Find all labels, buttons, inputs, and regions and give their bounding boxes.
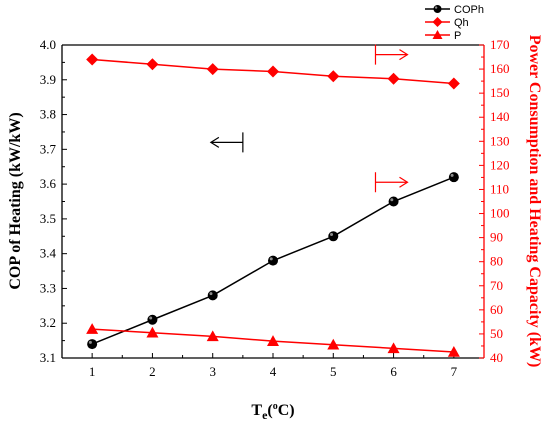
y-right-tick-label: 110 bbox=[490, 181, 509, 196]
legend-label-P: P bbox=[454, 30, 461, 42]
point-COPh-highlight bbox=[149, 316, 153, 320]
series-P bbox=[86, 323, 460, 357]
y-right-tick-label: 70 bbox=[490, 278, 503, 293]
y-left-tick-label: 3.4 bbox=[40, 246, 57, 261]
legend-marker-COPh bbox=[433, 5, 442, 13]
point-COPh bbox=[87, 339, 98, 350]
x-tick-label: 3 bbox=[209, 364, 216, 379]
y-axis-right: 40 50 60 70 80 90 100 110 120 130 140 150 160 170 bbox=[479, 37, 510, 365]
y-right-tick-label: 100 bbox=[490, 206, 510, 221]
x-tick-label: 2 bbox=[149, 364, 156, 379]
point-P bbox=[447, 345, 460, 357]
point-P bbox=[146, 326, 159, 338]
y-right-tick-label: 140 bbox=[490, 109, 510, 124]
point-Qh bbox=[387, 72, 400, 85]
y-left-tick-label: 4.0 bbox=[40, 37, 56, 52]
qh-axis-indicator-head bbox=[399, 49, 409, 61]
left-axis-indicator-head bbox=[209, 136, 220, 148]
y-axis-left-title: COP of Heating (kW/kW) bbox=[7, 112, 24, 289]
y-left-tick-label: 3.2 bbox=[40, 315, 56, 330]
point-COPh bbox=[207, 290, 218, 301]
x-tick-label: 6 bbox=[390, 364, 397, 379]
y-right-tick-label: 90 bbox=[490, 230, 503, 245]
y-right-tick-label: 160 bbox=[490, 61, 510, 76]
y-right-tick-label: 150 bbox=[490, 85, 510, 100]
x-tick-label: 7 bbox=[451, 364, 458, 379]
point-P bbox=[327, 338, 340, 350]
y-left-tick-label: 3.9 bbox=[40, 72, 56, 87]
series-layer bbox=[86, 53, 460, 357]
y-right-tick-label: 50 bbox=[490, 326, 503, 341]
y-right-tick-label: 170 bbox=[490, 37, 510, 52]
series-Qh bbox=[86, 53, 460, 90]
y-right-tick-label: 40 bbox=[490, 350, 503, 365]
point-COPh bbox=[268, 255, 278, 266]
legend-item-COPh: COPh bbox=[425, 4, 484, 16]
point-COPh-highlight bbox=[269, 257, 273, 261]
x-axis-title-open: ( bbox=[267, 402, 272, 419]
y-left-tick-label: 3.3 bbox=[40, 280, 56, 295]
y-axis-left: 3.1 3.2 3.3 3.4 3.5 3.6 3.7 3.8 3.9 4.0 bbox=[40, 37, 67, 365]
legend-label-COPh: COPh bbox=[454, 4, 484, 16]
point-COPh bbox=[147, 314, 158, 325]
legend-marker-P bbox=[432, 30, 443, 39]
y-right-tick-label: 130 bbox=[490, 133, 510, 148]
x-axis-title-unit: C) bbox=[278, 402, 295, 419]
x-tick-label: 4 bbox=[270, 364, 277, 379]
x-axis-title-main: T bbox=[251, 402, 262, 419]
y-right-tick-label: 80 bbox=[490, 254, 503, 269]
y-axis-right-title: Power Consumption and Heating Capacity (… bbox=[526, 35, 543, 368]
legend-label-Qh: Qh bbox=[454, 17, 469, 29]
point-Qh bbox=[86, 53, 99, 66]
point-COPh bbox=[388, 196, 399, 207]
legend-item-Qh: Qh bbox=[425, 17, 469, 29]
point-COPh-highlight bbox=[88, 340, 92, 344]
point-Qh bbox=[267, 65, 279, 78]
point-P bbox=[387, 342, 400, 354]
x-axis-title-sup: o bbox=[273, 401, 278, 412]
y-left-tick-label: 3.6 bbox=[40, 176, 57, 191]
point-COPh-highlight bbox=[330, 233, 334, 237]
point-P bbox=[267, 335, 279, 346]
y-left-tick-label: 3.5 bbox=[40, 211, 56, 226]
point-P bbox=[86, 323, 99, 334]
annotations bbox=[209, 44, 409, 193]
x-axis: 1 2 3 4 5 6 7 bbox=[89, 353, 458, 379]
point-COPh bbox=[328, 231, 339, 242]
point-Qh bbox=[327, 70, 340, 83]
point-Qh bbox=[206, 63, 219, 76]
p-axis-indicator-head bbox=[399, 176, 409, 188]
x-axis-title-sub: e bbox=[262, 408, 268, 422]
x-tick-label: 1 bbox=[89, 364, 96, 379]
point-Qh bbox=[447, 77, 460, 90]
point-COPh-highlight bbox=[390, 198, 394, 202]
legend-marker-Qh bbox=[432, 17, 443, 27]
y-left-tick-label: 3.7 bbox=[40, 141, 57, 156]
series-COPh bbox=[87, 172, 459, 350]
x-axis-title: Te(oC) bbox=[251, 401, 294, 422]
point-COPh-highlight bbox=[450, 173, 454, 177]
point-P bbox=[206, 330, 219, 342]
point-COPh bbox=[448, 172, 459, 183]
y-left-tick-label: 3.8 bbox=[40, 107, 56, 122]
x-tick-label: 5 bbox=[330, 364, 337, 379]
y-left-tick-label: 3.1 bbox=[40, 350, 56, 365]
legend-marker-COPh-highlight bbox=[434, 6, 438, 9]
point-COPh-highlight bbox=[209, 292, 213, 296]
y-right-tick-label: 120 bbox=[490, 157, 510, 172]
plot-frame bbox=[61, 44, 485, 359]
legend-item-P: P bbox=[425, 30, 461, 42]
y-right-tick-label: 60 bbox=[490, 302, 503, 317]
point-Qh bbox=[146, 58, 159, 71]
